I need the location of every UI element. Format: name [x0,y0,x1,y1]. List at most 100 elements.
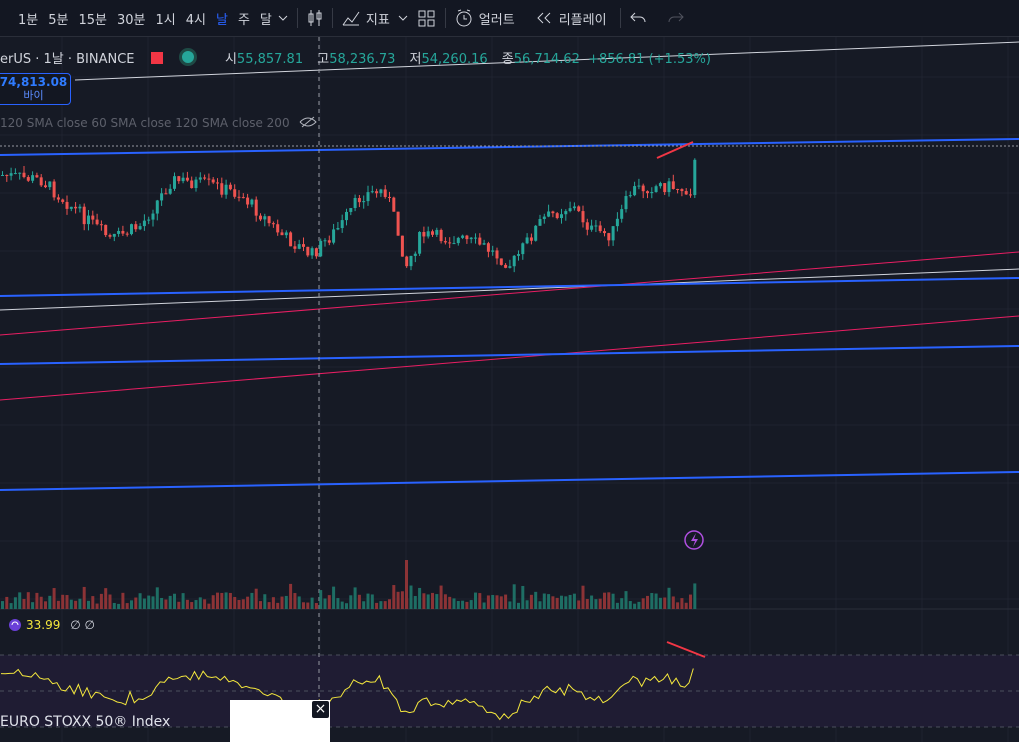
candle-body [654,186,658,192]
volume-bar [306,602,310,609]
volume-bar [173,593,176,609]
volume-bar [439,585,443,609]
undo-icon[interactable] [629,10,649,26]
volume-bar [413,596,417,609]
candle-body [362,201,366,203]
replay-icon[interactable] [534,10,554,26]
interval[interactable]: 1분 [18,12,39,28]
volume-bar [452,598,456,609]
volume-bar [95,603,99,609]
candle-body [151,213,155,220]
volume-bar [117,603,121,609]
volume-bar [658,597,662,609]
volume-bar [388,599,391,609]
interval[interactable]: 달 [259,12,272,28]
trend-line [74,41,1019,81]
layouts-icon[interactable] [417,9,437,27]
volume-bar [474,592,477,609]
volume-bar [22,598,26,609]
volume-bar [310,597,314,609]
alert-icon[interactable] [454,8,474,28]
replay-button[interactable]: 리플레이 [558,12,607,28]
candle-body [671,181,675,189]
candle-body [69,206,73,209]
candle-body [598,225,602,232]
popup-close[interactable]: × [312,701,329,718]
candle-body [284,232,288,236]
candle-body [663,183,667,193]
candle-body [413,253,417,256]
volume-bar [684,602,688,609]
dropdown-icon[interactable] [277,12,289,24]
hide-icon[interactable] [299,116,318,128]
volume-bar [624,591,628,609]
chart-type-icon[interactable] [306,8,324,28]
high-value: 58,236.73 [329,52,396,67]
candle-body [590,225,594,230]
interval[interactable]: 15분 [78,12,107,28]
candle-body [525,237,529,244]
buy-price: 74,813.08 [0,75,68,89]
volume-bar [547,594,551,609]
volume-bar [147,595,151,609]
volume-bar [198,597,202,609]
buy-button[interactable]: 74,813.08 바이 [0,73,71,105]
candle-body [353,198,357,209]
volume-bar [216,592,219,609]
rsi-value: 33.99 [26,618,61,632]
volume-bar [185,599,189,609]
volume-bar [87,600,90,609]
trend-line [0,138,1019,156]
interval[interactable]: 4시 [185,12,206,28]
candle-body [564,211,568,215]
trend-line [0,277,1019,297]
interval[interactable]: 30분 [116,12,146,28]
candle-body [259,215,262,220]
symbol[interactable]: erUS · 1날 · BINANCE [0,52,135,67]
candle-body [9,173,13,176]
candle-body [61,199,65,202]
candle-body [306,246,310,256]
volume-bar [603,592,606,609]
trend-line [0,345,1019,365]
candle-body [26,177,30,181]
change-value: +856.81 (+1.53%) [588,52,711,67]
alert-button[interactable]: 얼러트 [478,12,515,28]
volume-bar [560,595,563,609]
volume-bar [611,593,615,609]
dropdown-icon[interactable] [395,12,411,24]
toolbar: 1분 5분 15분 30분 1시 4시 날 주 달 지표 얼러트 리플레이 [0,0,1019,37]
interval[interactable]: 날 [215,12,228,28]
rsi-line [0,668,694,721]
volume-bar [327,595,331,609]
volume-bar [26,592,30,609]
candle-body [426,231,430,237]
interval[interactable]: 주 [237,12,250,28]
indicators-button[interactable]: 지표 [365,12,390,28]
candle-body [517,254,520,256]
volume-bar [379,601,383,609]
redo-icon[interactable] [665,10,685,26]
candle-body [228,184,232,190]
volume-bar [495,595,499,609]
candle-body [637,185,641,187]
candle-body [396,211,400,236]
volume-bar [654,593,658,609]
interval[interactable]: 5분 [48,12,69,28]
volume-bar [130,600,133,609]
indicators-icon[interactable] [341,9,361,27]
volume-bar [181,593,185,609]
volume-bar [9,603,13,609]
volume-bar [512,584,516,609]
candle-body [207,178,211,180]
volume-bar [370,594,374,609]
candle-body [327,240,331,243]
indicator-names: 120 SMA close 60 SMA close 120 SMA close… [0,116,290,130]
volume-bar [538,601,542,609]
candle-body [465,235,469,240]
popup-title[interactable]: EURO STOXX 50® Index [0,714,171,730]
volume-bar [35,592,39,609]
volume-bar [82,586,86,609]
volume-bar [44,601,47,609]
interval[interactable]: 1시 [155,12,176,28]
